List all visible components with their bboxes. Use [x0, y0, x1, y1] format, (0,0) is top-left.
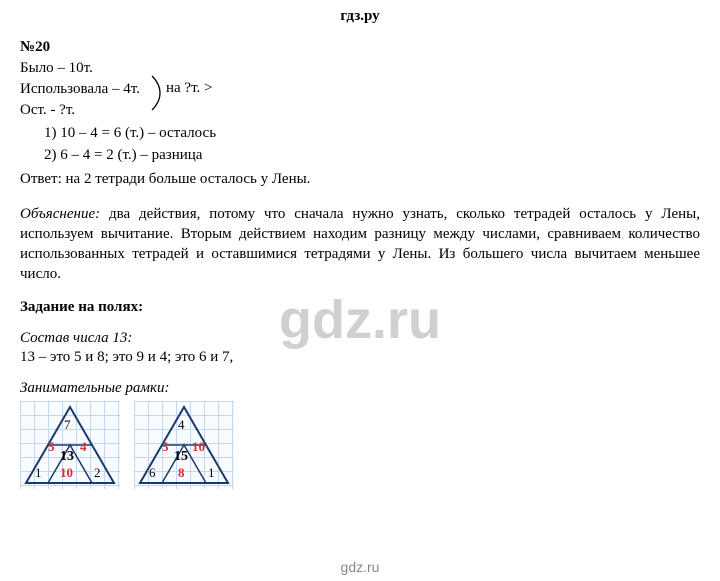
- triangles-row: 7 5 13 4 1 10 2 4 5 15 10 6 8 1: [20, 401, 700, 489]
- given-line-1: Было – 10т.: [20, 58, 700, 79]
- frames-label: Занимательные рамки:: [20, 380, 700, 397]
- given-line-3: Ост. - ?т.: [20, 100, 700, 121]
- t1-bl: 1: [35, 465, 42, 481]
- bracket-icon: [150, 74, 164, 112]
- bracket-note: на ?т. >: [166, 80, 212, 97]
- compose-label: Состав числа 13:: [20, 330, 700, 347]
- t1-br: 2: [94, 465, 101, 481]
- answer-line: Ответ: на 2 тетради больше осталось у Ле…: [20, 169, 700, 190]
- compose-line: 13 – это 5 и 8; это 9 и 4; это 6 и 7,: [20, 349, 700, 366]
- t1-right: 4: [80, 439, 87, 455]
- site-header: гдз.ру: [20, 8, 700, 25]
- problem-number: №20: [20, 39, 700, 56]
- t2-br: 1: [208, 465, 215, 481]
- t1-center: 13: [60, 449, 74, 465]
- triangle-frame-1: 7 5 13 4 1 10 2: [20, 401, 120, 489]
- margin-task-title: Задание на полях:: [20, 299, 700, 316]
- t2-left: 5: [162, 439, 169, 455]
- triangle-frame-2: 4 5 15 10 6 8 1: [134, 401, 234, 489]
- explanation-block: Объяснение: два действия, потому что сна…: [20, 204, 700, 285]
- given-line-2: Использовала – 4т.: [20, 79, 700, 100]
- footer-watermark: gdz.ru: [341, 559, 380, 575]
- t2-center: 15: [174, 449, 188, 465]
- explanation-label: Объяснение:: [20, 206, 100, 222]
- given-block: Было – 10т. Использовала – 4т. Ост. - ?т…: [20, 58, 700, 121]
- calc-step-2: 2) 6 – 4 = 2 (т.) – разница: [44, 145, 700, 167]
- t2-bl: 6: [149, 465, 156, 481]
- t2-bm: 8: [178, 465, 185, 481]
- t2-top: 4: [178, 417, 185, 433]
- explanation-text: два действия, потому что сначала нужно у…: [20, 206, 700, 283]
- t1-bm: 10: [60, 465, 73, 481]
- t1-left: 5: [48, 439, 55, 455]
- calc-step-1: 1) 10 – 4 = 6 (т.) – осталось: [44, 123, 700, 145]
- t2-right: 10: [192, 439, 205, 455]
- t1-top: 7: [64, 417, 71, 433]
